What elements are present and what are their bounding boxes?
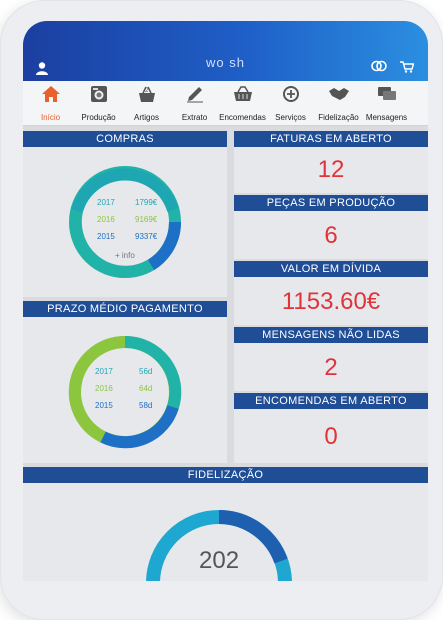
compras-segment (69, 209, 155, 278)
nav-label: Serviços (275, 113, 306, 122)
compras-panel[interactable]: 2017 1799€ 2016 9169€ 2015 9337€ + info (23, 147, 227, 297)
chat-icon (377, 85, 397, 108)
mensagens-header: MENSAGENS NÃO LIDAS (234, 327, 428, 343)
divida-panel[interactable]: 1153.60€ (234, 277, 428, 325)
encomendas-panel[interactable]: 0 (234, 409, 428, 463)
compras-donut (69, 166, 182, 278)
mensagens-panel[interactable]: 2 (234, 343, 428, 391)
prazo-donut (68, 335, 182, 449)
app-brand: wo sh (206, 55, 245, 70)
prazo-value: 64d (139, 384, 153, 393)
compras-year: 2016 (97, 215, 115, 224)
compras-year: 2015 (97, 232, 115, 241)
nav-item-producao[interactable]: Produção (75, 81, 122, 125)
encomendas-value: 0 (324, 423, 338, 450)
prazo-segment (68, 335, 126, 443)
nav-label: Fidelização (318, 113, 359, 122)
nav-item-encomendas[interactable]: Encomendas (219, 81, 266, 125)
basket-icon: 2 (137, 85, 157, 108)
nav-item-fidelizacao[interactable]: Fidelização (315, 81, 362, 125)
handshake-icon (328, 85, 350, 108)
fidelizacao-header: FIDELIZAÇÃO (23, 467, 428, 483)
prazo-legend: 2017 56d 2016 64d 2015 58d (95, 367, 165, 427)
fidelizacao-panel[interactable]: 202 (23, 483, 428, 581)
services-icon (281, 85, 301, 108)
nav-label: Artigos (134, 113, 159, 122)
fidelizacao-segment (218, 510, 288, 564)
compras-segment (147, 221, 182, 271)
prazo-segment (100, 404, 179, 449)
faturas-header: FATURAS EM ABERTO (234, 131, 428, 147)
faturas-panel[interactable]: 12 (234, 147, 428, 193)
prazo-panel[interactable]: 2017 56d 2016 64d 2015 58d (23, 317, 227, 463)
compras-year: 2017 (97, 198, 115, 207)
fidelizacao-donut (146, 510, 292, 581)
encomendas-header: ENCOMENDAS EM ABERTO (234, 393, 428, 409)
divida-header: VALOR EM DÍVIDA (234, 261, 428, 277)
nav-item-artigos[interactable]: 2 Artigos (123, 81, 170, 125)
compras-segment (71, 168, 179, 213)
prazo-value: 58d (139, 401, 153, 410)
rings-icon[interactable] (370, 59, 388, 78)
app-screen: wo sh Início (23, 21, 428, 581)
nav-item-inicio[interactable]: Início (27, 81, 74, 125)
compras-header: COMPRAS (23, 131, 227, 147)
nav-item-servicos[interactable]: Serviços (267, 81, 314, 125)
cart-icon[interactable] (400, 60, 415, 78)
prazo-header: PRAZO MÉDIO PAGAMENTO (23, 301, 227, 317)
prazo-year: 2016 (95, 384, 113, 393)
prazo-year: 2015 (95, 401, 113, 410)
more-info-link[interactable]: + info (115, 251, 135, 260)
cart-icon (233, 85, 253, 108)
main-nav: Início Produção 2 Artigos Extrato (23, 81, 428, 126)
nav-label: Extrato (181, 113, 208, 122)
washing-machine-icon (90, 85, 108, 108)
home-icon (41, 85, 61, 108)
nav-item-extrato[interactable]: Extrato (171, 81, 218, 125)
user-icon[interactable] (35, 61, 49, 80)
prazo-value: 56d (139, 367, 153, 376)
faturas-value: 12 (317, 156, 345, 183)
prazo-year: 2017 (95, 367, 113, 376)
nav-label: Mensagens (365, 113, 408, 122)
compras-value: 1799€ (135, 198, 158, 207)
compras-legend: 2017 1799€ 2016 9169€ 2015 9337€ + info (97, 198, 167, 268)
divida-value: 1153.60€ (281, 288, 381, 315)
svg-text:2: 2 (145, 88, 149, 94)
compras-value: 9169€ (135, 215, 158, 224)
nav-label: Início (40, 113, 61, 122)
fidelizacao-value: 202 (199, 547, 240, 574)
pencil-icon (185, 85, 205, 108)
pecas-value: 6 (324, 222, 338, 249)
nav-label: Produção (81, 113, 116, 122)
top-bar: wo sh (23, 21, 428, 81)
nav-label: Encomendas (219, 113, 266, 122)
prazo-segment (124, 335, 182, 409)
mensagens-value: 2 (324, 354, 338, 381)
compras-value: 9337€ (135, 232, 158, 241)
pecas-panel[interactable]: 6 (234, 211, 428, 259)
pecas-header: PEÇAS EM PRODUÇÃO (234, 195, 428, 211)
nav-item-mensagens[interactable]: Mensagens (363, 81, 410, 125)
